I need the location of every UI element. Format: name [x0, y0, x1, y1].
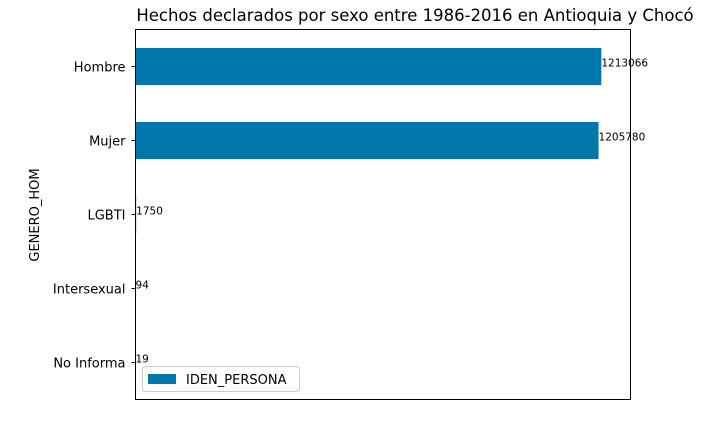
y-tick-label-mujer: Mujer — [89, 135, 126, 150]
bars-layer — [136, 48, 602, 381]
data-label-no-informa: 19 — [136, 354, 149, 366]
legend-label: IDEN_PERSONA — [186, 373, 287, 388]
y-axis-label: GENERO_HOM — [28, 168, 43, 261]
y-tick-label-hombre: Hombre — [74, 61, 126, 76]
data-label-mujer: 1205780 — [599, 132, 646, 144]
y-tick-label-lgbti: LGBTI — [87, 209, 125, 224]
data-label-lgbti: 1750 — [136, 206, 163, 218]
y-tick-label-intersexual: Intersexual — [53, 283, 126, 298]
y-ticks-layer: Hombre Mujer LGBTI Intersexual No Informa — [53, 61, 136, 372]
legend: IDEN_PERSONA — [143, 367, 300, 392]
bar-mujer — [136, 122, 599, 159]
data-label-intersexual: 94 — [136, 280, 150, 292]
bar-hombre — [136, 48, 602, 85]
chart-title: Hechos declarados por sexo entre 1986-20… — [136, 6, 693, 25]
data-labels-layer: 1213066 1205780 1750 94 19 — [136, 58, 649, 366]
legend-swatch — [148, 374, 176, 384]
data-label-hombre: 1213066 — [601, 58, 648, 70]
y-tick-label-no-informa: No Informa — [53, 357, 125, 372]
